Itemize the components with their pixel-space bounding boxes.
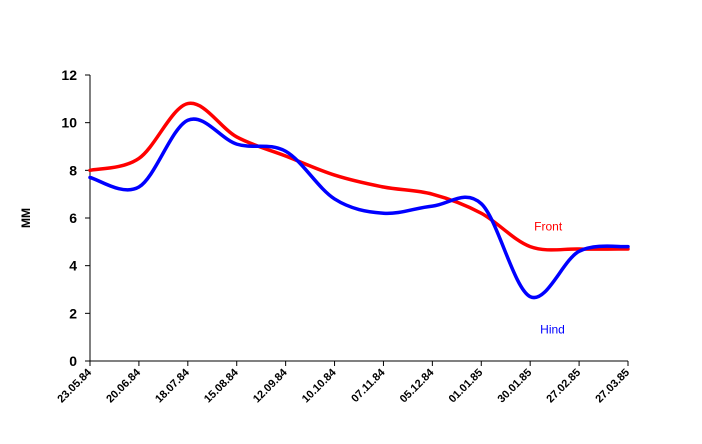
series-line-front [88, 101, 630, 252]
x-tick-label: 01.01.85 [447, 367, 486, 406]
y-axis: 0 2 4 6 8 10 12 [61, 67, 91, 369]
y-tick-label: 12 [61, 67, 77, 83]
series-label-hind: Hind [540, 323, 565, 337]
y-tick-label: 8 [69, 162, 77, 178]
x-axis: 23.05.84 20.06.84 18.07.84 15.08.84 12.09.84… [55, 360, 632, 406]
x-tick-label: 27.03.85 [593, 367, 632, 406]
x-tick-label: 30.01.85 [496, 367, 535, 406]
series-label-front: Front [534, 220, 563, 234]
y-tick-label: 0 [69, 353, 77, 369]
x-tick-label: 05.12.84 [398, 366, 437, 405]
x-tick-label: 07.11.84 [349, 366, 388, 405]
x-tick-label: 18.07.84 [153, 366, 192, 405]
y-tick-label: 4 [69, 258, 77, 274]
x-tick-label: 15.08.84 [202, 366, 241, 405]
x-tick-label: 20.06.84 [104, 366, 143, 405]
series-layer: Front Hind [88, 101, 630, 337]
y-axis-title: MM [19, 208, 33, 228]
series-line-hind [88, 117, 630, 300]
y-tick-label: 6 [69, 210, 77, 226]
y-tick-label: 10 [61, 115, 77, 131]
x-tick-label: 10.10.84 [300, 366, 339, 405]
x-tick-label: 12.09.84 [251, 366, 290, 405]
y-tick-label: 2 [69, 305, 77, 321]
x-tick-label: 23.05.84 [55, 366, 94, 405]
x-tick-label: 27.02.85 [544, 367, 583, 406]
